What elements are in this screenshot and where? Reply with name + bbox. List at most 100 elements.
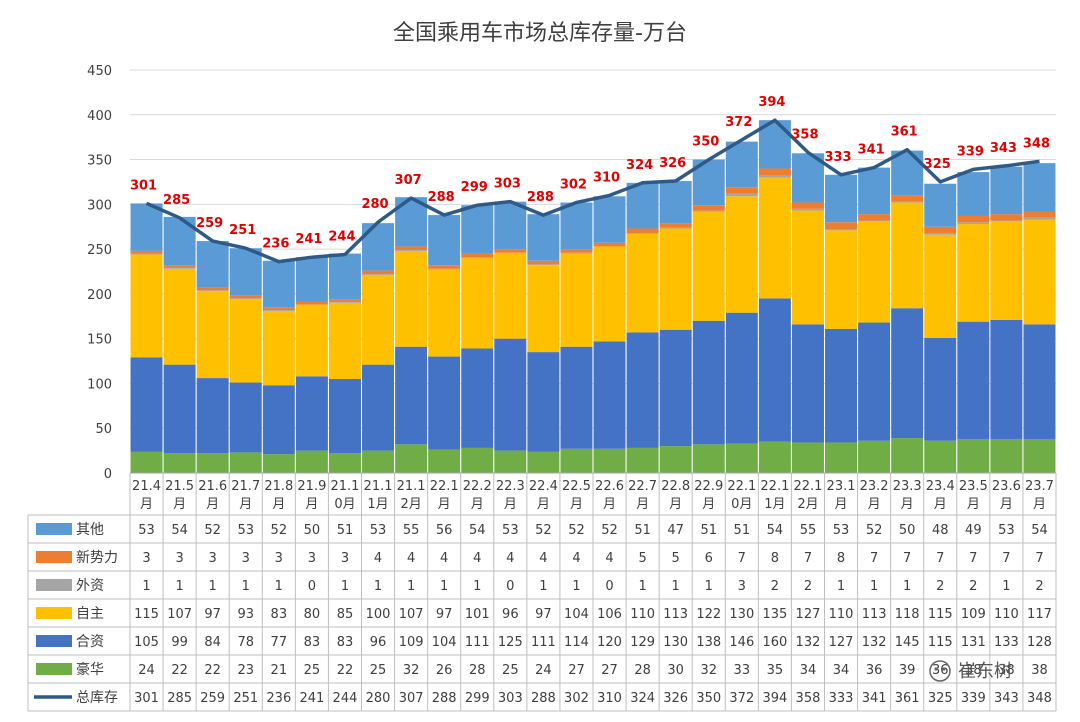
bar-segment-0 <box>229 452 262 473</box>
bar-segment-1 <box>560 346 593 449</box>
table-cell: 280 <box>366 691 391 706</box>
bar-segment-4 <box>891 195 924 202</box>
bar-segment-4 <box>858 214 891 221</box>
table-cell: 21 <box>271 663 288 678</box>
x-category-label: 23.2 月 <box>860 479 889 512</box>
bar-segment-5 <box>494 201 527 250</box>
table-cell: 52 <box>866 523 883 538</box>
bar-segment-0 <box>163 453 196 473</box>
table-cell: 38 <box>1031 663 1048 678</box>
table-cell: 107 <box>167 607 192 622</box>
x-category-label: 22.1 月 <box>430 479 459 512</box>
table-cell: 127 <box>829 635 854 650</box>
table-cell: 52 <box>271 523 288 538</box>
table-cell: 106 <box>597 607 622 622</box>
table-cell: 24 <box>138 663 155 678</box>
table-cell: 118 <box>895 607 920 622</box>
table-cell: 1 <box>142 579 150 594</box>
x-category-label: 22.2 月 <box>463 479 492 512</box>
table-cell: 394 <box>762 691 787 706</box>
bar-segment-3 <box>163 267 196 269</box>
x-category-label: 22.1 1月 <box>760 479 789 512</box>
table-cell: 1 <box>440 579 448 594</box>
table-cell: 146 <box>729 635 754 650</box>
bar-segment-3 <box>891 201 924 203</box>
table-cell: 54 <box>1031 523 1048 538</box>
table-cell: 39 <box>899 663 916 678</box>
bar-segment-4 <box>990 214 1023 221</box>
bar-segment-3 <box>428 268 461 270</box>
table-cell: 80 <box>304 607 321 622</box>
table-cell: 299 <box>465 691 490 706</box>
table-cell: 7 <box>1035 551 1043 566</box>
table-cell: 83 <box>304 635 321 650</box>
table-cell: 8 <box>771 551 779 566</box>
table-cell: 111 <box>531 635 556 650</box>
table-cell: 3 <box>341 551 349 566</box>
table-cell: 28 <box>469 663 486 678</box>
bar-segment-4 <box>560 249 593 253</box>
x-category-label: 21.5 月 <box>165 479 194 512</box>
total-data-label: 244 <box>328 229 355 244</box>
table-cell: 53 <box>502 523 519 538</box>
bar-segment-2 <box>791 210 824 325</box>
bar-segment-4 <box>825 222 858 230</box>
table-cell: 4 <box>539 551 547 566</box>
bar-segment-2 <box>428 269 461 357</box>
bar-segment-2 <box>626 233 659 333</box>
y-tick-label: 350 <box>87 154 112 169</box>
table-cell: 1 <box>672 579 680 594</box>
table-cell: 49 <box>965 523 982 538</box>
table-cell: 1 <box>209 579 217 594</box>
legend-label: 合资 <box>76 634 104 650</box>
table-cell: 109 <box>961 607 986 622</box>
table-cell: 145 <box>895 635 920 650</box>
table-cell: 54 <box>767 523 784 538</box>
bar-segment-3 <box>924 232 957 235</box>
bar-segment-3 <box>791 208 824 211</box>
table-cell: 47 <box>667 523 684 538</box>
table-cell: 83 <box>337 635 354 650</box>
total-data-label: 350 <box>692 135 719 150</box>
total-data-label: 285 <box>163 193 190 208</box>
table-cell: 3 <box>242 551 250 566</box>
bar-segment-5 <box>858 167 891 215</box>
table-cell: 25 <box>304 663 321 678</box>
y-tick-label: 100 <box>87 377 112 392</box>
total-data-label: 288 <box>428 190 455 205</box>
table-cell: 109 <box>399 635 424 650</box>
table-cell: 7 <box>903 551 911 566</box>
table-cell: 1 <box>175 579 183 594</box>
table-cell: 288 <box>432 691 457 706</box>
table-cell: 127 <box>796 607 821 622</box>
table-cell: 120 <box>597 635 622 650</box>
bar-segment-2 <box>858 221 891 323</box>
table-cell: 51 <box>700 523 717 538</box>
table-cell: 115 <box>928 635 953 650</box>
table-cell: 83 <box>271 607 288 622</box>
bar-segment-3 <box>692 210 725 212</box>
table-cell: 104 <box>432 635 457 650</box>
table-cell: 348 <box>1027 691 1052 706</box>
bar-segment-4 <box>957 215 990 223</box>
table-cell: 5 <box>638 551 646 566</box>
table-cell: 1 <box>572 579 580 594</box>
table-cell: 78 <box>237 635 254 650</box>
table-cell: 343 <box>994 691 1019 706</box>
x-category-label: 23.1 月 <box>827 479 856 512</box>
bar-segment-1 <box>461 348 494 448</box>
bar-segment-5 <box>1023 163 1056 212</box>
legend-key <box>36 579 72 591</box>
table-cell: 26 <box>436 663 453 678</box>
table-cell: 251 <box>233 691 258 706</box>
bar-segment-1 <box>395 346 428 445</box>
bar-segment-1 <box>725 312 758 444</box>
table-cell: 4 <box>506 551 514 566</box>
table-cell: 0 <box>506 579 514 594</box>
bar-segment-2 <box>362 275 395 365</box>
table-cell: 53 <box>138 523 155 538</box>
table-cell: 122 <box>696 607 721 622</box>
bar-segment-4 <box>527 260 560 265</box>
table-cell: 324 <box>630 691 655 706</box>
bar-segment-1 <box>428 356 461 450</box>
